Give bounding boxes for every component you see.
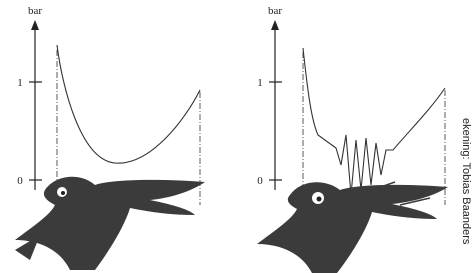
axis-label: bar [28,5,42,17]
owl [15,177,205,270]
tick-label: 0 [257,175,263,187]
illustration: bar 1 0 bar 1 0 eken [0,0,473,273]
panel-smooth: bar 1 0 [15,5,205,270]
tick-label: 1 [257,77,263,89]
tick-label: 1 [17,77,23,89]
pressure-curve [303,48,445,195]
tick-label: 0 [17,175,23,187]
axis-label: bar [268,5,282,17]
axis-arrow [31,20,39,30]
axis-arrow [271,20,279,30]
pressure-curve [57,45,200,163]
credit: ekening: Tobias Baanders [460,118,472,245]
owl [257,182,448,273]
panel-serrated: bar 1 0 [257,5,448,273]
